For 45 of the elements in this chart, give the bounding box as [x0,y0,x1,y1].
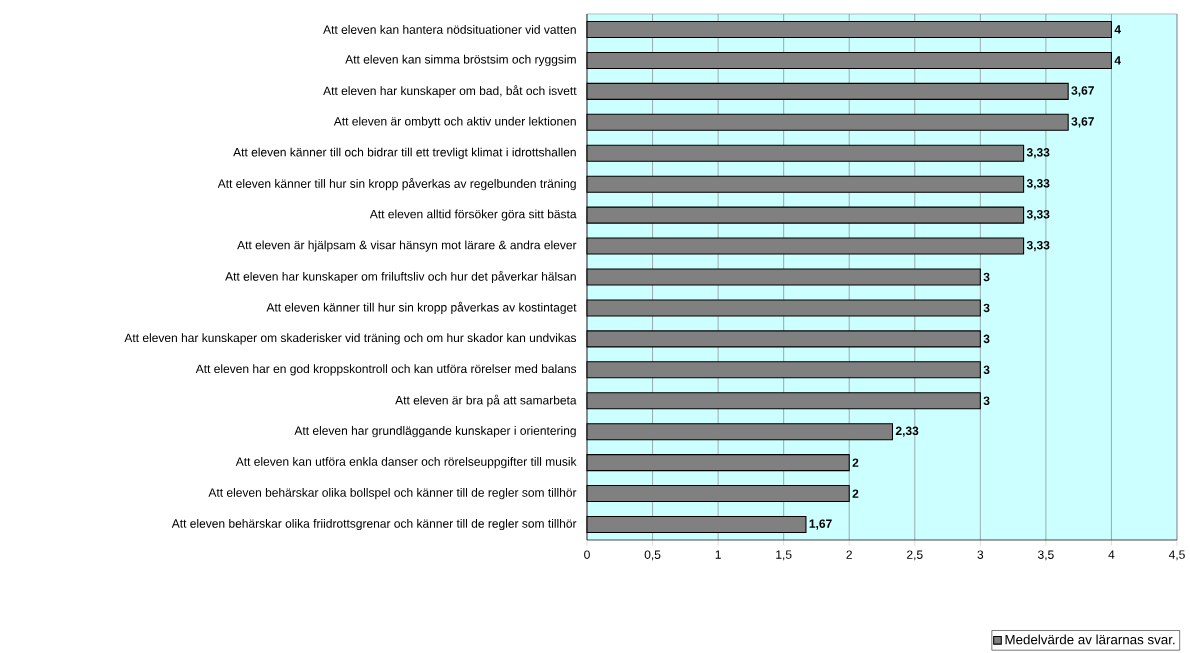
x-tick-label: 4 [1108,550,1115,559]
y-tick-label: Att eleven har kunskaper om friluftsliv och hur det påverkar hälsan [225,270,576,284]
y-tick-label: Att eleven är ombytt och aktiv under lektionen [333,116,576,128]
data-label: 2 [852,489,859,498]
x-tick-label: 0 [584,550,590,559]
data-label: 3,33 [1026,179,1050,190]
data-label: 2 [852,458,859,467]
x-tick-label: 4,5 [1168,550,1185,561]
y-tick-label: Att eleven alltid försöker göra sitt bästa [369,209,577,221]
data-label: 3 [983,334,990,344]
y-tick-label: Att eleven har grundläggande kunskaper i orientering [294,426,576,438]
data-label: 3,33 [1026,240,1050,252]
x-tick-label: 0,5 [644,550,661,561]
data-label: 3,33 [1026,209,1050,221]
data-label: 3,33 [1026,148,1050,159]
y-tick-label: Att eleven kan utföra enkla danser och rörelseuppgifter till musik [235,457,577,469]
y-tick-label: Att eleven känner till och bidrar till ett trevligt klimat i idrottshallen [233,147,576,159]
data-label: 1,67 [809,519,832,530]
y-tick-label: Att eleven är bra på att samarbeta [395,394,577,407]
x-tick-label: 1,5 [776,550,792,561]
legend-label: Medelvärde av lärarnas svar. [1005,634,1175,645]
y-tick-label: Att eleven behärskar olika friidrottsgrenar och känner till de regler som tillhör [171,518,577,531]
x-tick-label: 3,5 [1038,550,1054,561]
x-tick-label: 1 [715,550,721,559]
y-tick-label: Att eleven har kunskaper om bad, båt och isvett [323,85,577,98]
data-label: 4 [1114,56,1121,65]
y-tick-label: Att eleven känner till hur sin kropp påverkas av kostintaget [266,301,577,315]
y-tick-label: Att eleven har en god kroppskontroll och kan utföra rörelser med balans [195,364,577,376]
data-label: 3,67 [1071,86,1094,97]
y-tick-label: Att eleven behärskar olika bollspel och känner till de regler som tillhör [208,487,577,500]
y-tick-label: Att eleven känner till hur sin kropp påverkas av regelbunden träning [217,178,576,191]
x-tick-label: 2,5 [907,550,923,561]
data-label: 3 [983,272,990,282]
y-tick-label: Att eleven kan hantera nödsituationer vid vatten [323,25,576,34]
data-label: 3 [983,365,990,375]
data-label: 3 [983,303,990,313]
data-label: 2,33 [895,426,919,437]
y-tick-label: Att eleven är hjälpsam & visar hänsyn mot lärare & andra elever [237,240,577,252]
x-tick-label: 3 [977,550,984,559]
data-label: 3 [983,396,990,406]
y-tick-label: Att eleven kan simma bröstsim och ryggsim [345,54,576,66]
data-label: 4 [1114,25,1121,34]
y-tick-label: Att eleven har kunskaper om skaderisker vid träning och om hur skador kan undvikas [124,333,577,345]
data-label: 3,67 [1071,117,1094,128]
x-tick-label: 2 [846,550,852,559]
